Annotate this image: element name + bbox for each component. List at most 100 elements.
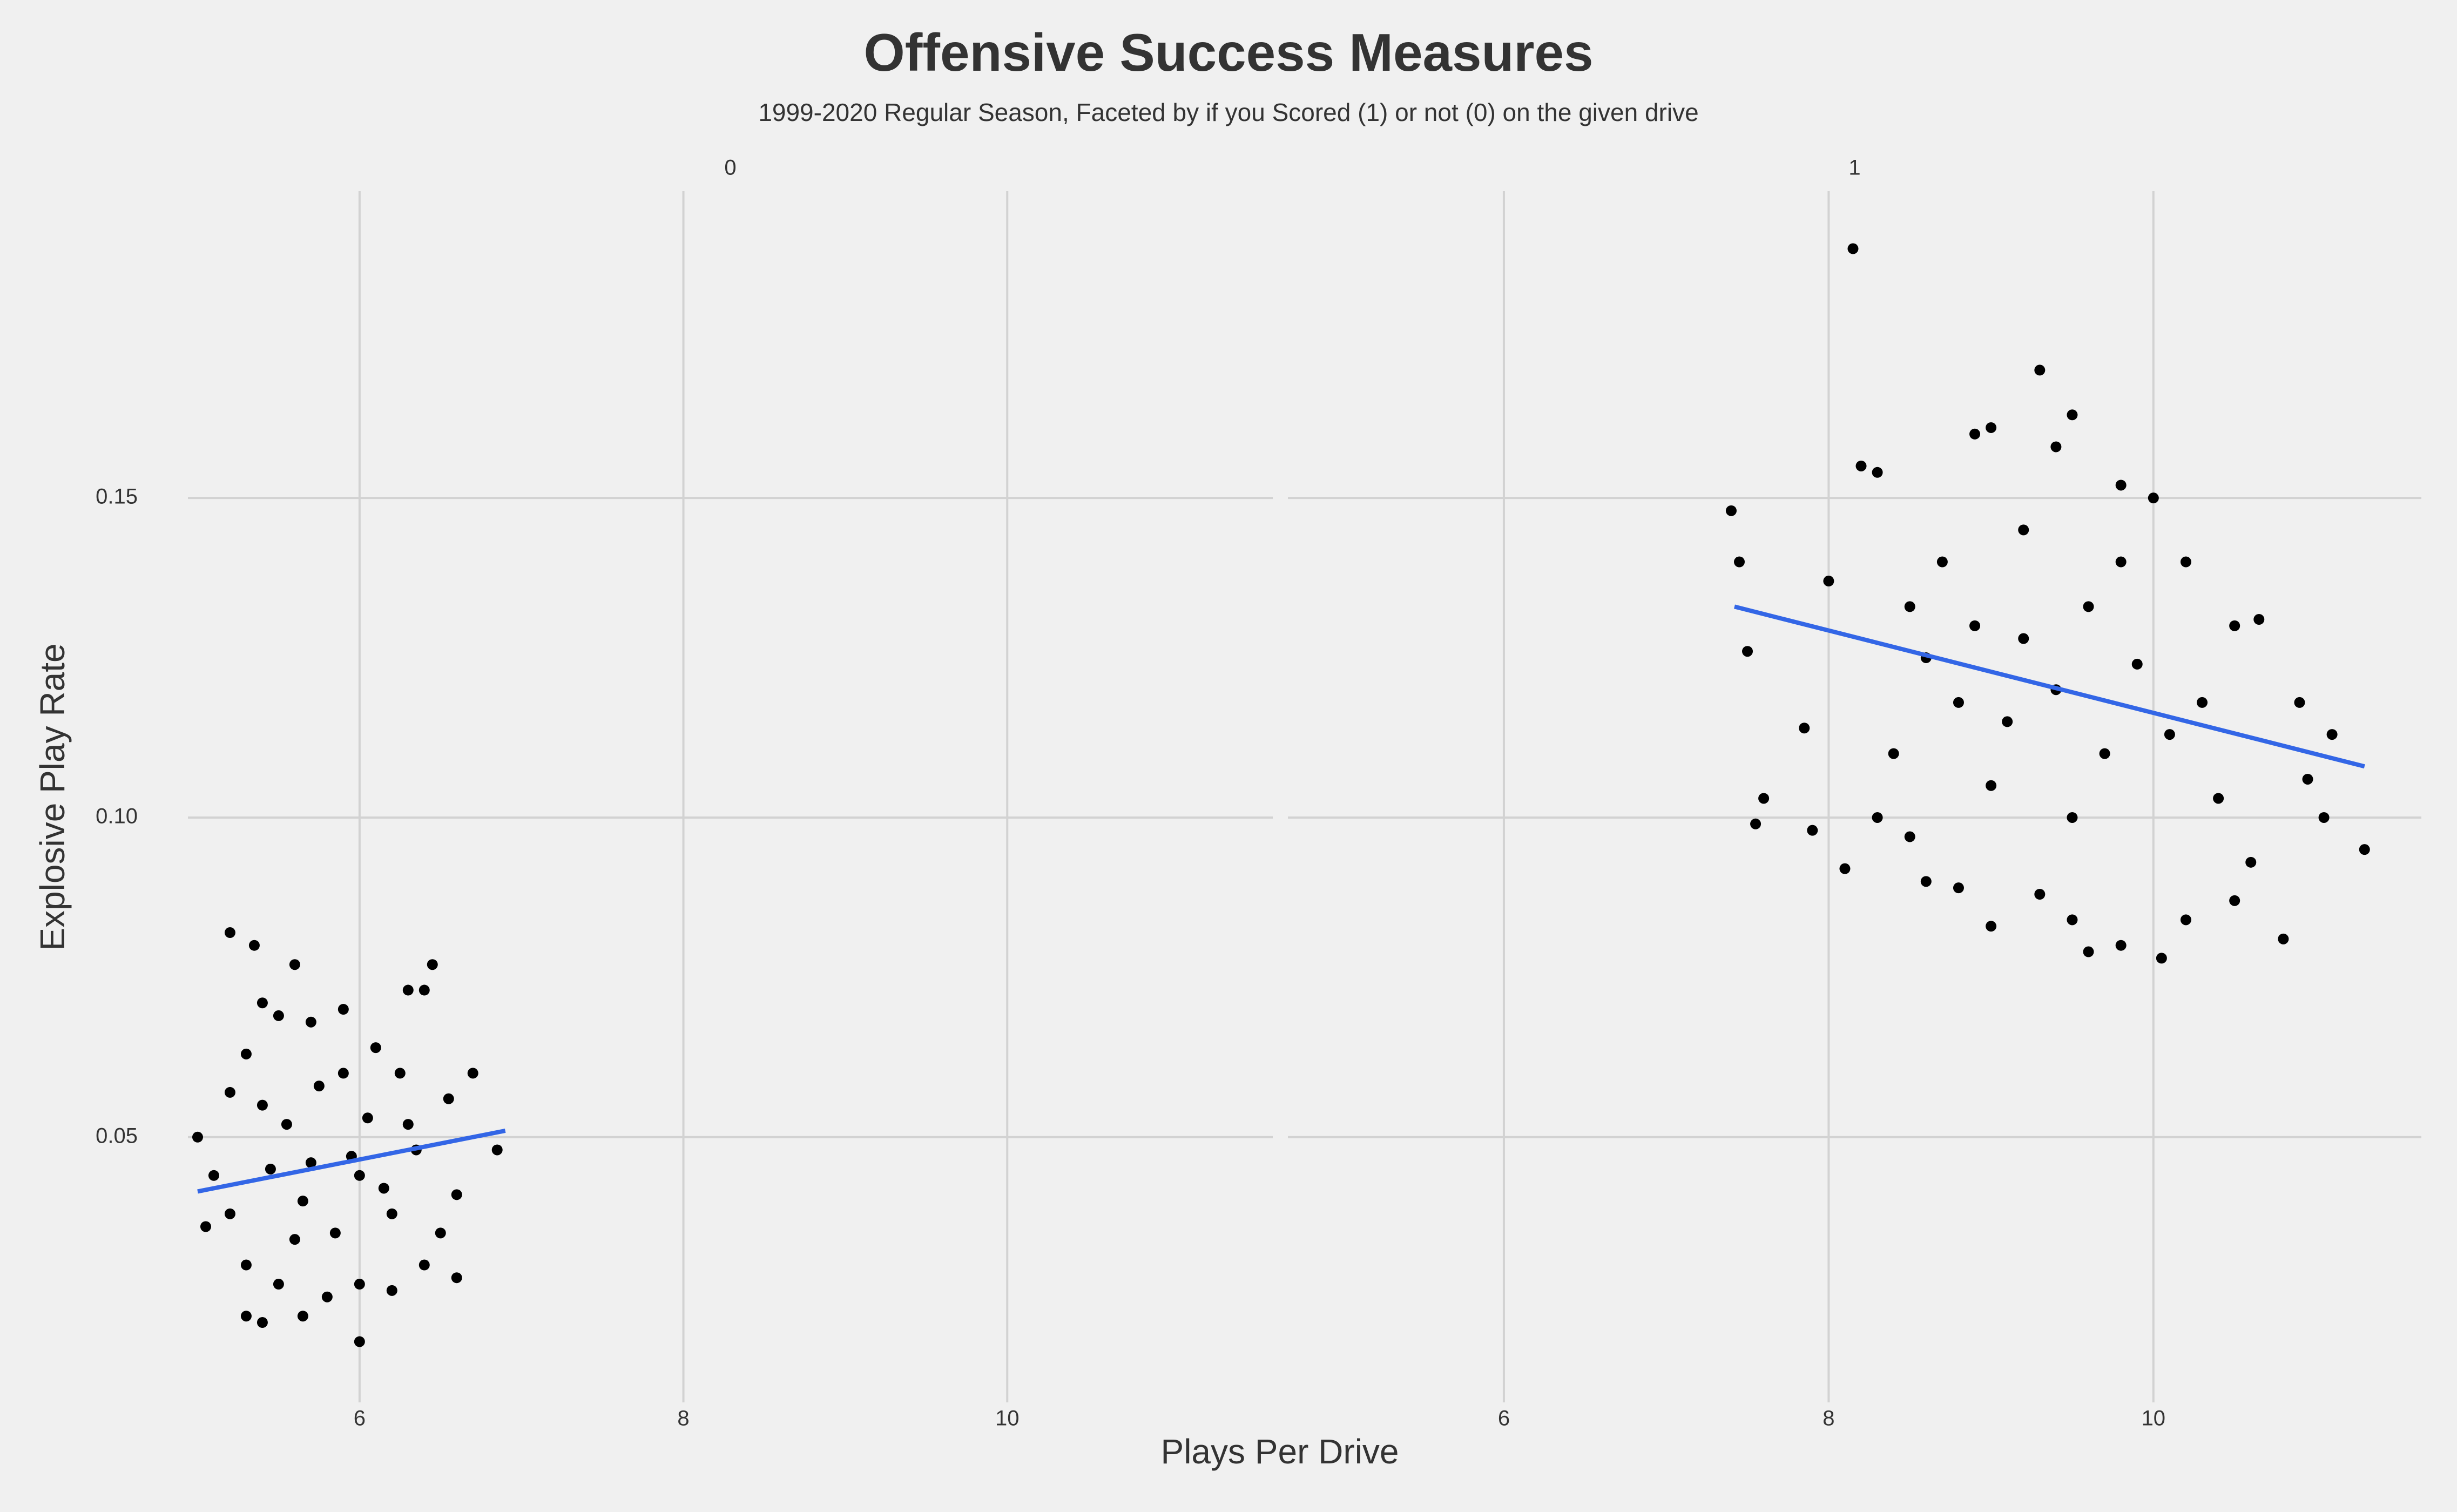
point xyxy=(370,1042,381,1054)
point xyxy=(1725,505,1737,516)
point xyxy=(1953,697,1964,708)
point xyxy=(289,959,300,970)
point xyxy=(1750,818,1761,829)
point xyxy=(265,1163,276,1174)
point xyxy=(427,959,438,970)
point xyxy=(1936,556,1948,568)
point xyxy=(240,1048,252,1059)
point xyxy=(1953,882,1964,894)
point xyxy=(2180,556,2191,568)
point xyxy=(1904,601,1915,612)
point xyxy=(305,1157,316,1169)
point xyxy=(321,1291,333,1302)
point xyxy=(354,1170,365,1181)
point xyxy=(1733,556,1745,568)
x-tick-label: 8 xyxy=(1823,1407,1834,1430)
point xyxy=(1904,831,1915,842)
point xyxy=(240,1311,252,1322)
point xyxy=(256,1099,268,1111)
point xyxy=(256,1317,268,1328)
point xyxy=(2131,658,2143,670)
point xyxy=(2318,812,2330,823)
point xyxy=(2002,716,2013,727)
point xyxy=(2213,793,2224,804)
point xyxy=(1872,467,1883,478)
point xyxy=(1807,825,1818,836)
point xyxy=(1986,921,1997,932)
point xyxy=(1839,863,1851,874)
point xyxy=(1969,428,1981,440)
point xyxy=(2067,409,2078,421)
point xyxy=(467,1068,478,1079)
point xyxy=(2018,633,2029,644)
point xyxy=(248,940,260,951)
point xyxy=(2253,614,2265,625)
point xyxy=(2229,895,2240,906)
point xyxy=(386,1285,397,1296)
point xyxy=(386,1208,397,1219)
point xyxy=(2180,914,2191,926)
y-tick-label: 0.15 xyxy=(96,485,138,509)
point xyxy=(240,1259,252,1271)
point xyxy=(273,1010,284,1021)
point xyxy=(443,1093,454,1104)
point xyxy=(192,1131,203,1143)
point xyxy=(2326,729,2338,740)
point xyxy=(354,1279,365,1290)
point xyxy=(200,1221,211,1232)
point xyxy=(297,1196,308,1207)
point xyxy=(2197,697,2208,708)
point xyxy=(402,1119,414,1130)
point xyxy=(1986,422,1997,433)
chart-title: Offensive Success Measures xyxy=(864,23,1594,82)
point xyxy=(378,1183,389,1194)
point xyxy=(2067,914,2078,926)
point xyxy=(208,1170,219,1181)
trend-line xyxy=(197,1129,506,1194)
point xyxy=(1742,646,1753,657)
point xyxy=(418,1259,430,1271)
point xyxy=(2302,773,2313,785)
facet-label: 0 xyxy=(724,156,736,180)
point xyxy=(224,1086,235,1098)
point xyxy=(224,927,235,939)
point xyxy=(1847,243,1859,254)
point xyxy=(281,1119,292,1130)
point xyxy=(2115,556,2127,568)
x-axis-label: Plays Per Drive xyxy=(1161,1432,1399,1471)
point xyxy=(2034,364,2046,376)
point xyxy=(2083,601,2094,612)
x-tick-label: 10 xyxy=(995,1407,1020,1430)
point xyxy=(1969,620,1981,631)
point xyxy=(2115,940,2127,951)
point xyxy=(1823,576,1834,587)
point xyxy=(1855,460,1867,471)
point xyxy=(305,1016,316,1028)
point xyxy=(2164,729,2175,740)
x-tick-label: 10 xyxy=(2142,1407,2166,1430)
x-tick-label: 6 xyxy=(1498,1407,1510,1430)
point xyxy=(418,984,430,996)
point xyxy=(1920,876,1932,887)
x-tick-label: 6 xyxy=(354,1407,366,1430)
point xyxy=(1888,748,1899,759)
point xyxy=(402,984,414,996)
point xyxy=(2359,844,2370,855)
point xyxy=(273,1279,284,1290)
point xyxy=(2245,856,2257,868)
point xyxy=(1799,723,1810,734)
point xyxy=(2034,889,2046,900)
point xyxy=(2018,524,2029,536)
y-axis-label: Explosive Play Rate xyxy=(33,643,72,950)
point xyxy=(2148,492,2159,504)
point xyxy=(1872,812,1883,823)
point xyxy=(2083,946,2094,957)
point xyxy=(224,1208,235,1219)
chart-subtitle: 1999-2020 Regular Season, Faceted by if … xyxy=(758,98,1698,126)
point xyxy=(2115,480,2127,491)
point xyxy=(313,1081,325,1092)
point xyxy=(354,1336,365,1347)
point xyxy=(2067,812,2078,823)
